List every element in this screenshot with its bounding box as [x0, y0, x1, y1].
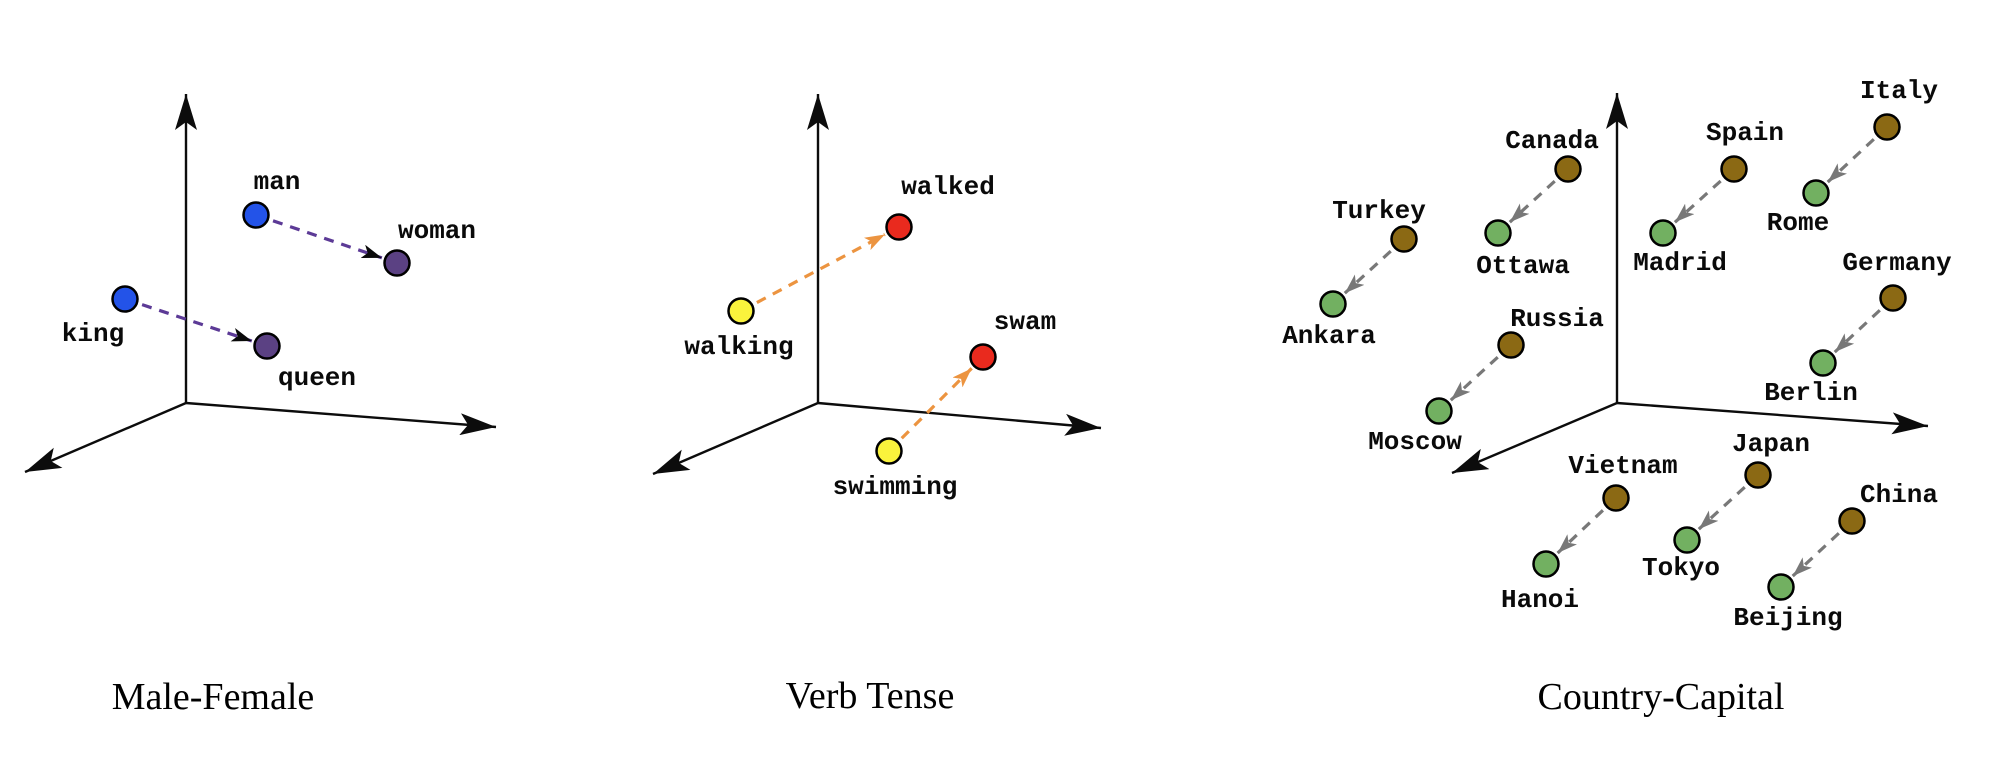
point-germany — [1879, 284, 1907, 312]
label-canada: Canada — [1505, 126, 1599, 156]
point-woman — [383, 249, 411, 277]
arrow-japan-tokyo — [1697, 485, 1746, 531]
arrow-king-queen — [141, 303, 253, 343]
label-man: man — [254, 167, 301, 197]
label-moscow: Moscow — [1368, 427, 1462, 457]
point-vietnam — [1602, 484, 1630, 512]
label-russia: Russia — [1510, 304, 1604, 334]
point-walked — [885, 213, 913, 241]
point-walking — [727, 297, 755, 325]
axis-horizontal — [185, 401, 497, 436]
label-germany: Germany — [1842, 248, 1952, 278]
point-king — [111, 285, 139, 313]
arrow-italy-rome — [1826, 138, 1875, 184]
label-ottawa: Ottawa — [1476, 251, 1570, 281]
label-china: China — [1860, 480, 1938, 510]
label-woman: woman — [398, 216, 476, 246]
point-canada — [1554, 155, 1582, 183]
label-berlin: Berlin — [1764, 378, 1858, 408]
label-japan: Japan — [1732, 429, 1810, 459]
panel-country-capital: Canada Ottawa Turkey Ankara Russia Moscow Spai… — [1282, 76, 1952, 633]
label-hanoi: Hanoi — [1501, 585, 1579, 615]
axis-depth — [652, 401, 819, 476]
axis-depth — [24, 401, 187, 474]
point-moscow — [1425, 397, 1453, 425]
axis-horizontal — [817, 401, 1102, 436]
point-swimming — [875, 437, 903, 465]
label-walking: walking — [684, 332, 793, 362]
label-italy: Italy — [1860, 76, 1938, 106]
label-madrid: Madrid — [1633, 248, 1727, 278]
arrow-germany-berlin — [1833, 309, 1881, 354]
point-ottawa — [1484, 219, 1512, 247]
label-beijing: Beijing — [1733, 603, 1842, 633]
arrow-russia-moscow — [1449, 355, 1499, 402]
label-walked: walked — [901, 172, 995, 202]
label-turkey: Turkey — [1332, 196, 1426, 226]
point-beijing — [1767, 573, 1795, 601]
point-swam — [969, 343, 997, 371]
point-hanoi — [1532, 550, 1560, 578]
arrow-man-woman — [272, 219, 383, 260]
label-tokyo: Tokyo — [1642, 553, 1720, 583]
arrow-swimming-swam — [900, 367, 973, 440]
point-china — [1838, 507, 1866, 535]
point-spain — [1720, 155, 1748, 183]
label-ankara: Ankara — [1282, 321, 1376, 351]
label-swimming: swimming — [833, 472, 958, 502]
point-tokyo — [1673, 526, 1701, 554]
panel-verb-tense: walking walked swimming swam — [652, 94, 1102, 502]
point-queen — [253, 332, 281, 360]
arrow-china-beijing — [1791, 532, 1840, 578]
point-russia — [1497, 331, 1525, 359]
point-ankara — [1319, 290, 1347, 318]
label-vietnam: Vietnam — [1568, 451, 1677, 481]
label-rome: Rome — [1767, 208, 1829, 238]
point-japan — [1744, 461, 1772, 489]
point-italy — [1873, 113, 1901, 141]
caption-male-female: Male-Female — [111, 676, 315, 718]
label-spain: Spain — [1706, 118, 1784, 148]
caption-country-capital: Country-Capital — [1537, 676, 1785, 718]
point-madrid — [1649, 219, 1677, 247]
label-swam: swam — [994, 307, 1056, 337]
arrow-spain-madrid — [1673, 179, 1722, 224]
point-berlin — [1809, 349, 1837, 377]
label-king: king — [62, 319, 124, 349]
arrow-turkey-ankara — [1343, 249, 1392, 295]
axis-horizontal — [1616, 401, 1929, 435]
axis-depth — [1451, 401, 1618, 475]
arrow-walking-walked — [756, 233, 886, 304]
panel-male-female: man woman king queen — [24, 94, 497, 474]
arrow-canada-ottawa — [1508, 179, 1556, 224]
point-man — [242, 201, 270, 229]
arrow-vietnam-hanoi — [1556, 509, 1605, 555]
caption-verb-tense: Verb Tense — [785, 675, 955, 717]
label-queen: queen — [278, 363, 356, 393]
point-rome — [1802, 179, 1830, 207]
point-turkey — [1390, 225, 1418, 253]
